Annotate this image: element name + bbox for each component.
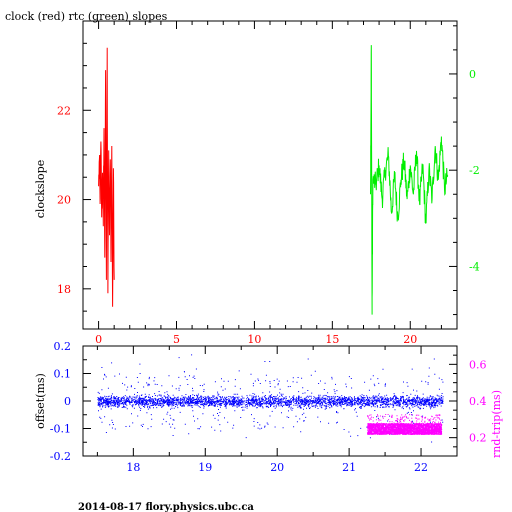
rndtrip-y-axis-label: rnd-trip(ms) [490, 390, 503, 458]
offset-left-axis: -0.2 -0.1 0 0.1 0.2 [50, 340, 91, 463]
slope-x-tick-label: 5 [173, 333, 180, 346]
offset-y-axis-label: offset(ms) [34, 373, 47, 429]
offset-x-tick-label: 18 [126, 461, 140, 474]
offset-x-tick-label: 19 [198, 461, 212, 474]
slope-left-tick-label: 22 [57, 104, 71, 117]
rndtrip-right-tick-label: 0.2 [469, 432, 487, 445]
offset-scatter-points [97, 354, 444, 443]
slope-left-axis: 18 20 22 [57, 20, 91, 312]
offset-x-tick-label: 21 [342, 461, 356, 474]
offset-left-tick-label: 0.2 [54, 340, 72, 353]
series-line-rtc [370, 45, 449, 315]
offset-panel: 18 19 20 21 22 -0.2 -0.1 0 0.1 0.2 0.2 0.4 0.6 off… [34, 340, 503, 474]
slope-x-tick-label: 0 [95, 333, 102, 346]
slope-left-tick-label: 20 [57, 194, 71, 207]
rndtrip-right-tick-label: 0.4 [469, 395, 487, 408]
slope-left-tick-label: 18 [57, 283, 71, 296]
slope-y-axis-label: clockslope [34, 160, 47, 218]
slope-x-tick-label: 10 [247, 333, 261, 346]
slope-panel: 0 5 10 15 20 18 20 22 -4 -2 0 clockslope [34, 20, 480, 346]
slope-series [98, 45, 449, 315]
rndtrip-right-axis: 0.2 0.4 0.6 [449, 354, 487, 448]
slope-right-axis: -4 -2 0 [449, 25, 480, 316]
offset-x-tick-label: 20 [270, 461, 284, 474]
slope-right-tick-label: -4 [469, 260, 480, 273]
rndtrip-right-tick-label: 0.6 [469, 358, 487, 371]
footer-text: 2014-08-17 flory.physics.ubc.ca [78, 502, 254, 512]
chart-title: clock (red) rtc (green) slopes [5, 10, 168, 23]
slope-right-tick-label: -2 [469, 164, 480, 177]
slope-x-tick-label: 15 [325, 333, 339, 346]
slope-right-tick-label: 0 [469, 68, 476, 81]
rndtrip-scatter-points [367, 414, 443, 435]
offset-x-axis: 18 19 20 21 22 [96, 346, 458, 474]
slope-x-axis: 0 5 10 15 20 [82, 21, 458, 346]
offset-left-tick-label: -0.1 [50, 423, 71, 436]
offset-left-tick-label: -0.2 [50, 450, 71, 463]
offset-series [97, 354, 444, 443]
offset-left-tick-label: 0.1 [54, 368, 72, 381]
series-line-clock [98, 47, 115, 307]
slope-x-tick-label: 20 [403, 333, 417, 346]
offset-left-tick-label: 0 [64, 395, 71, 408]
offset-x-tick-label: 22 [414, 461, 428, 474]
slope-plot-frame [82, 20, 458, 330]
